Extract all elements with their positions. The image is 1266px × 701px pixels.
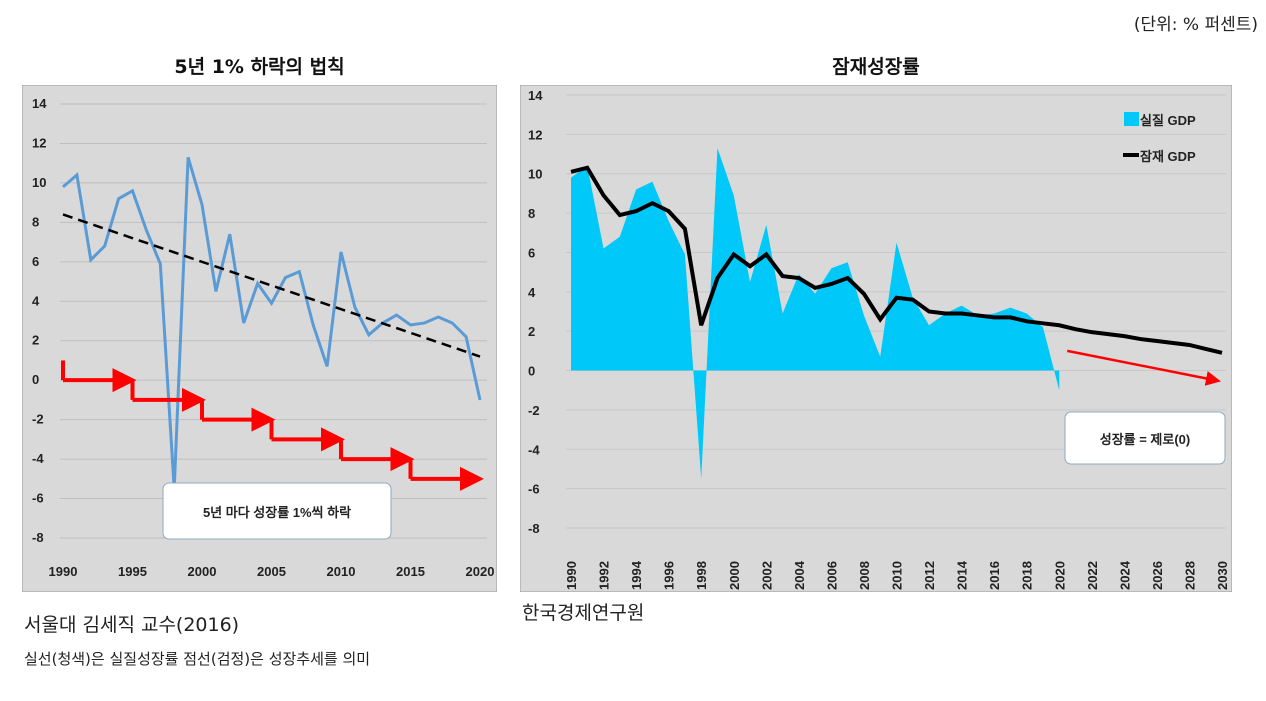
y-tick-label: 6 [528, 245, 535, 260]
right-chart-title: 잠재성장률 [832, 56, 920, 78]
x-tick-label: 2026 [1150, 561, 1165, 590]
x-tick-label: 2004 [792, 560, 807, 590]
x-tick-label: 2016 [987, 561, 1002, 590]
y-tick-label: 14 [32, 96, 47, 111]
y-tick-label: 0 [32, 372, 39, 387]
y-tick-label: 0 [528, 364, 535, 379]
y-tick-label: 6 [32, 254, 39, 269]
x-tick-label: 2012 [922, 561, 937, 590]
x-tick-label: 1994 [629, 560, 644, 590]
x-tick-label: 2015 [396, 564, 425, 579]
y-tick-label: 2 [32, 333, 39, 348]
x-tick-label: 2000 [188, 564, 217, 579]
y-tick-label: 10 [32, 175, 46, 190]
x-tick-label: 2018 [1020, 561, 1035, 590]
legend-swatch-real [1124, 112, 1139, 126]
x-tick-label: 2020 [466, 564, 495, 579]
x-tick-label: 1992 [597, 561, 612, 590]
y-tick-label: 4 [32, 293, 40, 308]
x-tick-label: 2014 [955, 560, 970, 590]
x-tick-label: 1995 [118, 564, 147, 579]
y-tick-label: 4 [528, 285, 536, 300]
y-tick-label: -4 [528, 442, 540, 457]
x-tick-label: 2010 [890, 561, 905, 590]
x-tick-label: 2024 [1117, 560, 1132, 590]
x-tick-label: 2002 [759, 561, 774, 590]
y-tick-label: -4 [32, 451, 44, 466]
trend-arrow [1067, 349, 1221, 386]
potential-gdp-line [570, 165, 1223, 355]
y-tick-label: 8 [32, 214, 39, 229]
y-tick-label: -6 [528, 482, 540, 497]
x-tick-label: 2008 [857, 561, 872, 590]
trend-line [62, 213, 481, 358]
y-tick-label: -8 [528, 521, 540, 536]
x-tick-label: 2010 [327, 564, 356, 579]
y-tick-label: -2 [32, 412, 44, 427]
y-tick-label: -8 [32, 530, 44, 545]
annotation-text: 성장률 = 제로(0) [1100, 432, 1191, 447]
x-tick-label: 2028 [1182, 561, 1197, 590]
left-chart: 14 12 10 8 6 4 2 0 -2 -4 -6 -8 1990 1995 2000 2005 2010 2… [22, 85, 497, 592]
y-tick-label: 12 [528, 127, 542, 142]
x-tick-label: 1990 [564, 561, 579, 590]
y-tick-label: 8 [528, 206, 535, 221]
x-tick-label: 2030 [1215, 561, 1230, 590]
x-tick-label: 2020 [1052, 561, 1067, 590]
y-tick-label: -2 [528, 403, 540, 418]
annotation-text: 5년 마다 성장률 1%씩 하락 [203, 505, 351, 520]
legend-label-real: 실질 GDP [1140, 113, 1196, 128]
x-tick-label: 2000 [727, 561, 742, 590]
annotation-box [1064, 411, 1226, 465]
right-source: 한국경제연구원 [522, 602, 645, 624]
real-growth-line [62, 156, 482, 489]
left-chart-title: 5년 1% 하락의 법칙 [174, 56, 345, 78]
y-tick-label: 12 [32, 135, 46, 150]
x-tick-label: 1996 [662, 561, 677, 590]
x-tick-label: 1998 [694, 561, 709, 590]
x-tick-label: 2006 [824, 561, 839, 590]
real-gdp-area [571, 148, 1060, 479]
right-chart: 14 12 10 8 6 4 2 0 -2 -4 -6 -8 1990 1992 1994 1996 1998 2… [520, 85, 1232, 592]
annotation-box [162, 482, 392, 540]
y-tick-label: -6 [32, 491, 44, 506]
x-tick-label: 2022 [1085, 561, 1100, 590]
x-tick-label: 1990 [49, 564, 78, 579]
legend-label-potential: 잠재 GDP [1140, 149, 1196, 164]
y-tick-label: 14 [528, 88, 543, 103]
left-source: 서울대 김세직 교수(2016) [24, 614, 240, 636]
left-caption: 실선(청색)은 실질성장률 점선(검정)은 성장추세를 의미 [24, 650, 371, 668]
x-tick-label: 2005 [257, 564, 286, 579]
y-tick-label: 2 [528, 324, 535, 339]
y-tick-label: 10 [528, 167, 542, 182]
unit-note: (단위: % 퍼센트) [1133, 15, 1258, 35]
